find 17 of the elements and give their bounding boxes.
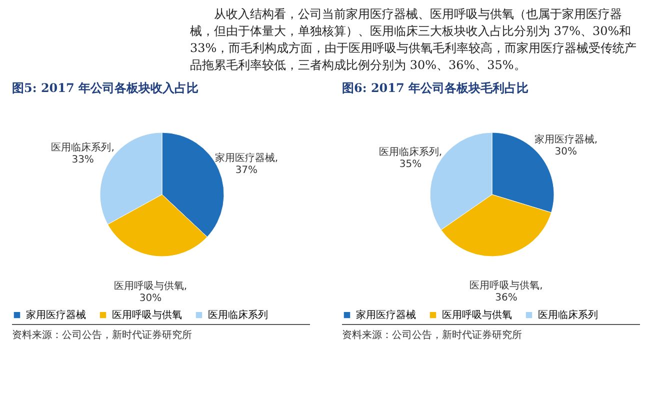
text: 资料来源：公司公告，新时代证券研究所 <box>342 324 640 342</box>
legend-label: 医用临床系列 <box>538 309 598 322</box>
legend-label: 家用医疗器械 <box>356 309 416 322</box>
data-label: 医用临床系列, 33% <box>51 142 114 166</box>
data-label: 家用医疗器械, 37% <box>214 152 278 176</box>
data-label: 家用医疗器械, 30% <box>534 134 598 158</box>
legend-label: 医用呼吸与供氧 <box>112 309 182 322</box>
chart-title: 图5: 2017 年公司各板块收入占比 <box>12 81 199 95</box>
data-label: 医用呼吸与供氧, 30% <box>114 280 188 304</box>
chart-title: 图6: 2017 年公司各板块毛利占比 <box>342 81 529 95</box>
legend-label: 医用呼吸与供氧 <box>442 309 512 322</box>
data-label: 医用临床系列, 35% <box>378 146 442 170</box>
text: 资料来源：公司公告，新时代证券研究所 <box>12 324 310 342</box>
data-label: 医用呼吸与供氧, 36% <box>470 279 543 304</box>
legend-label: 家用医疗器械 <box>26 309 86 322</box>
legend-label: 医用临床系列 <box>208 309 268 322</box>
text: 从收入结构看，公司当前家用医疗器械、医用呼吸与供氧（也属于家用医疗器械，但由于体量大，单独核算）、医用临床三大板块收入占比分别为 37%、30%和 33%，而毛利构成方面，由于医用呼吸与供氧毛利率较高，而家用医疗器械受传统产品拖累毛利率较低，三者构成比例分别为 30%、36%、35%。 <box>190 6 638 74</box>
